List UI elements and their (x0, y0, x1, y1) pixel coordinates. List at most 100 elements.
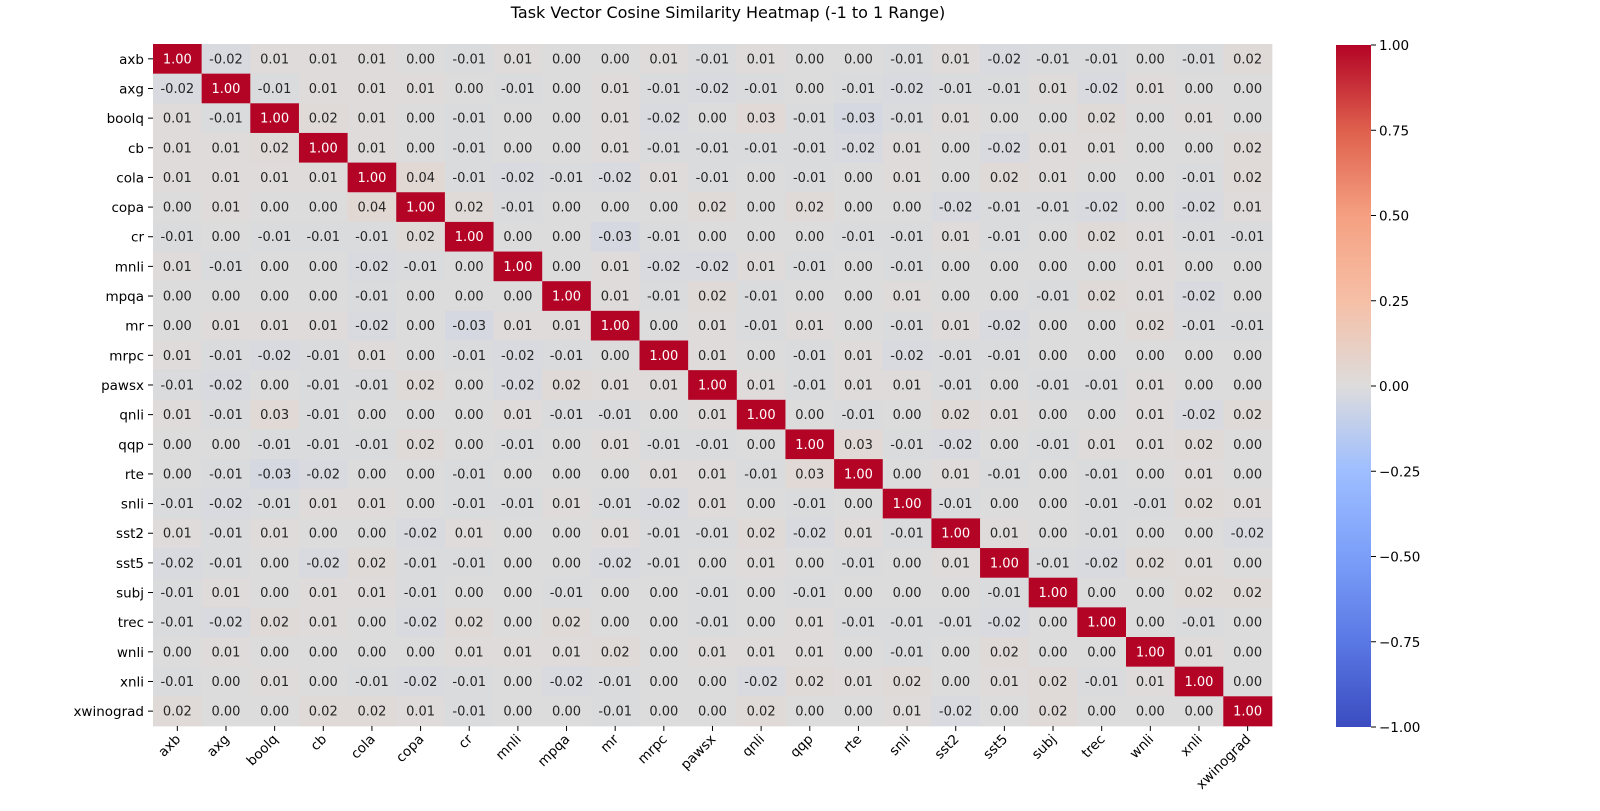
cell-value-label: -0.01 (988, 82, 1022, 97)
heatmap-cell (1174, 429, 1224, 460)
heatmap-cell (396, 637, 446, 668)
cell-value-label: 0.01 (649, 467, 678, 482)
heatmap-cell (542, 459, 592, 490)
heatmap-cell (298, 162, 348, 193)
cell-value-label: -0.02 (209, 378, 243, 393)
heatmap-cell (736, 132, 786, 163)
cell-value-label: -0.03 (452, 319, 486, 334)
heatmap-cell (153, 132, 203, 163)
heatmap-cell (931, 281, 981, 312)
heatmap-cell (931, 370, 981, 401)
cell-value-label: -0.01 (1085, 467, 1119, 482)
cell-value-label: -0.01 (452, 52, 486, 67)
cell-value-label: 0.00 (649, 645, 678, 660)
cell-value-label: -0.03 (598, 230, 632, 245)
cell-value-label: 0.00 (795, 705, 824, 720)
cell-value-label: -0.01 (793, 497, 827, 512)
heatmap-cell (785, 251, 835, 282)
cell-value-label: -0.01 (939, 497, 973, 512)
cell-value-label: 0.00 (406, 112, 435, 127)
heatmap-cell (1126, 221, 1176, 252)
heatmap-cell (639, 459, 689, 490)
cell-value-label: 0.01 (211, 645, 240, 660)
cell-value-label: -0.01 (160, 675, 194, 690)
cell-value-label: 0.00 (406, 408, 435, 423)
heatmap-cell (201, 459, 251, 490)
cell-value-label: -0.01 (452, 705, 486, 720)
cell-value-label: 0.01 (990, 527, 1019, 542)
heatmap-cell (201, 518, 251, 549)
heatmap-cell (639, 637, 689, 668)
cell-value-label: 0.02 (455, 201, 484, 216)
heatmap-cell (590, 103, 640, 134)
cell-value-label: -0.01 (696, 171, 730, 186)
heatmap-cell (542, 281, 592, 312)
heatmap-cell (882, 132, 932, 163)
heatmap-cell (1223, 459, 1273, 490)
cell-value-label: 0.00 (1039, 497, 1068, 512)
heatmap-cell (590, 132, 640, 163)
heatmap-cell (834, 192, 884, 223)
heatmap-cell (1223, 103, 1273, 134)
heatmap-cell (1077, 192, 1127, 223)
heatmap-cell (931, 548, 981, 579)
heatmap-cell (980, 637, 1030, 668)
cell-value-label: 0.00 (990, 112, 1019, 127)
colorbar-tick-label: 0.50 (1379, 209, 1409, 225)
cell-value-label: -0.01 (842, 556, 876, 571)
heatmap-cell (834, 340, 884, 371)
cell-value-label: 0.00 (1185, 349, 1214, 364)
heatmap-cell (493, 132, 543, 163)
heatmap-cell (444, 44, 494, 75)
cell-value-label: 0.00 (601, 201, 630, 216)
cell-value-label: -0.01 (696, 616, 730, 631)
heatmap-cell (1126, 251, 1176, 282)
cell-value-label: 0.00 (1039, 616, 1068, 631)
heatmap-cell (1223, 132, 1273, 163)
cell-value-label: 0.01 (309, 171, 338, 186)
cell-value-label: -0.02 (939, 201, 973, 216)
cell-value-label: 0.00 (941, 675, 970, 690)
heatmap-cell (347, 370, 397, 401)
heatmap-cell (250, 162, 300, 193)
cell-value-label: 0.01 (747, 556, 776, 571)
cell-value-label: 0.01 (1136, 408, 1165, 423)
cell-value-label: 0.02 (795, 201, 824, 216)
cell-value-label: 0.00 (503, 141, 532, 156)
heatmap-cell (1126, 370, 1176, 401)
heatmap-cell (542, 192, 592, 223)
cell-value-label: 1.00 (893, 497, 922, 512)
cell-value-label: -0.01 (209, 527, 243, 542)
heatmap-cell (298, 607, 348, 638)
heatmap-cell (1126, 607, 1176, 638)
y-tick-label: sst5 (116, 556, 144, 572)
heatmap-cell (493, 370, 543, 401)
heatmap-cell (736, 162, 786, 193)
cell-value-label: -0.01 (258, 438, 292, 453)
heatmap-cell (396, 607, 446, 638)
cell-value-label: -0.01 (890, 260, 924, 275)
cell-value-label: 0.01 (601, 82, 630, 97)
cell-value-label: -0.01 (793, 141, 827, 156)
cell-value-label: 0.01 (260, 171, 289, 186)
cell-value-label: 0.01 (747, 645, 776, 660)
cell-value-label: 0.01 (698, 408, 727, 423)
heatmap-cell (1223, 251, 1273, 282)
cell-value-label: -0.02 (258, 349, 292, 364)
heatmap-cell (1174, 488, 1224, 519)
cell-value-label: 0.00 (503, 230, 532, 245)
cell-value-label: 0.01 (455, 645, 484, 660)
heatmap-cell (153, 518, 203, 549)
heatmap-cell (980, 666, 1030, 697)
heatmap-cell (396, 310, 446, 341)
heatmap-cell (1028, 162, 1078, 193)
cell-value-label: -0.02 (501, 171, 535, 186)
y-tick-label: mrpc (109, 348, 144, 364)
cell-value-label: 0.00 (698, 705, 727, 720)
cell-value-label: 0.00 (1039, 112, 1068, 127)
cell-value-label: 0.02 (357, 705, 386, 720)
cell-value-label: -0.01 (842, 408, 876, 423)
cell-value-label: -0.01 (647, 438, 681, 453)
heatmap-cell (493, 340, 543, 371)
cell-value-label: -0.01 (306, 408, 340, 423)
